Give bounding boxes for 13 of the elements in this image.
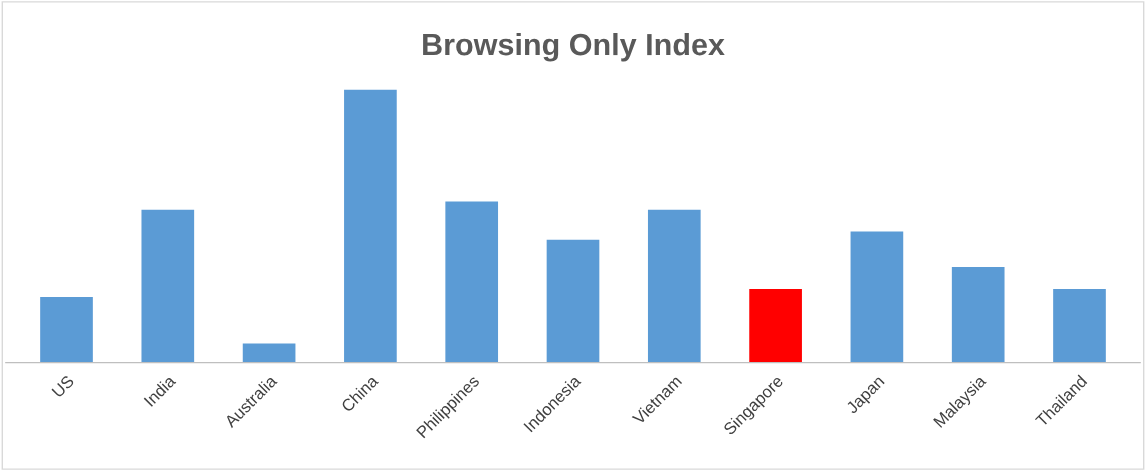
bar xyxy=(749,288,802,363)
bar xyxy=(546,239,600,363)
bar xyxy=(242,343,296,363)
bar xyxy=(647,209,701,363)
bar xyxy=(344,89,397,363)
bar xyxy=(850,231,904,363)
bar xyxy=(40,297,93,363)
bar xyxy=(445,201,499,363)
x-tick-label: US xyxy=(51,374,75,398)
bar xyxy=(141,209,195,363)
bar xyxy=(1053,288,1106,363)
chart-title: Browsing Only Index xyxy=(423,32,725,62)
bar xyxy=(951,267,1005,363)
